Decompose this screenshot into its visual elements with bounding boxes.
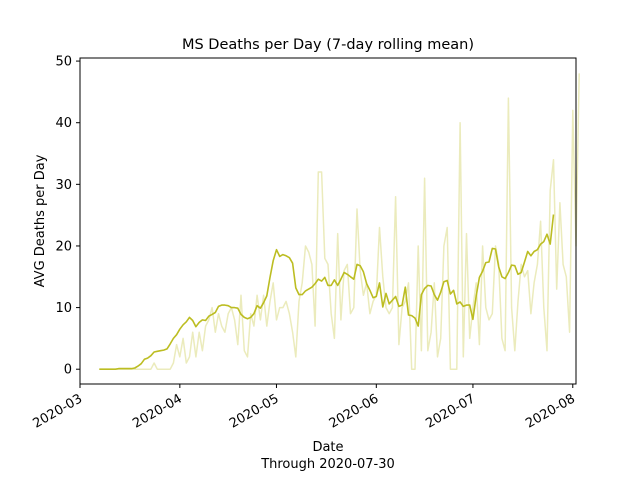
y-axis-label: AVG Deaths per Day [33,154,48,287]
y-tick-label: 40 [55,116,72,131]
y-tick-label: 10 [55,301,72,316]
plot-area [99,73,580,371]
y-tick-label: 0 [64,363,72,378]
y-tick-label: 30 [55,178,72,193]
chart-title: MS Deaths per Day (7-day rolling mean) [182,37,474,53]
y-tick-label: 50 [55,55,72,70]
y-axis: 0 10 20 30 40 50 [55,55,80,378]
axes-frame [79,57,577,385]
series-daily-line [99,73,580,370]
series-rolling-mean-line [99,214,555,371]
x-axis-label: Date [312,440,343,455]
x-axis-sublabel: Through 2020-07-30 [260,457,395,472]
y-tick-label: 20 [55,239,72,254]
